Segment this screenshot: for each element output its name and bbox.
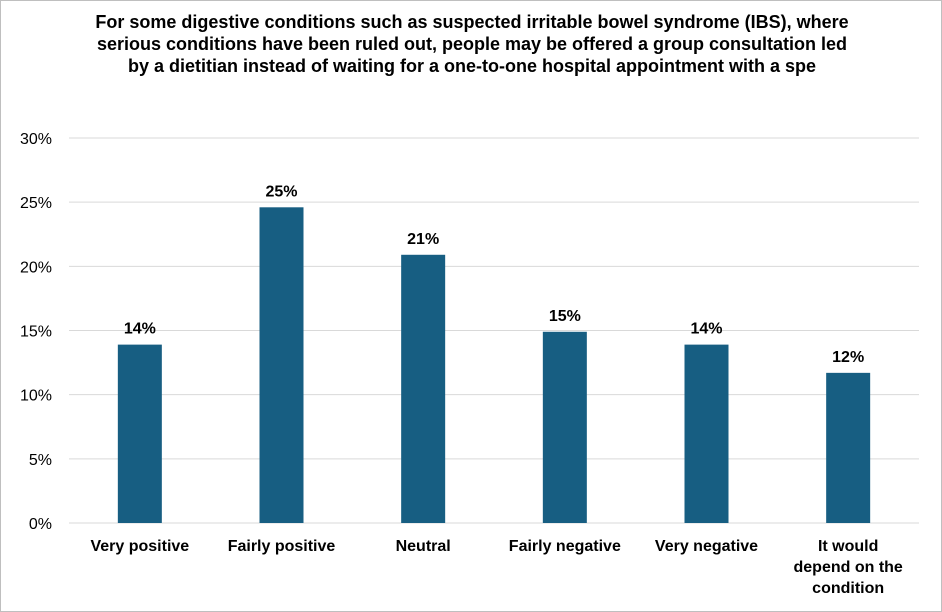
x-category-label: Very positive (90, 538, 189, 555)
x-category-label: condition (812, 580, 884, 597)
bar (259, 207, 304, 524)
x-category-label: Neutral (396, 538, 451, 555)
x-category-label: depend on the (794, 559, 903, 576)
x-category-label: Fairly negative (509, 538, 621, 555)
y-tick-label: 10% (20, 388, 52, 405)
y-tick-label: 25% (20, 195, 52, 212)
bar (684, 344, 729, 523)
data-label: 12% (832, 349, 864, 366)
y-tick-label: 0% (29, 516, 52, 533)
bar (117, 344, 162, 523)
y-tick-label: 30% (20, 131, 52, 148)
x-category-label: It would (818, 538, 878, 555)
y-tick-label: 5% (29, 452, 52, 469)
data-label: 14% (690, 321, 722, 338)
bar (826, 372, 871, 523)
y-tick-label: 15% (20, 324, 52, 341)
bar (401, 254, 446, 524)
chart-title: For some digestive conditions such as su… (95, 12, 849, 76)
x-category-label: Fairly positive (228, 538, 336, 555)
data-label: 14% (124, 321, 156, 338)
x-category-label: Very negative (655, 538, 758, 555)
bar (542, 331, 587, 523)
data-label: 25% (265, 183, 297, 200)
data-label: 15% (549, 308, 581, 325)
data-label: 21% (407, 231, 439, 248)
y-tick-label: 20% (20, 259, 52, 276)
